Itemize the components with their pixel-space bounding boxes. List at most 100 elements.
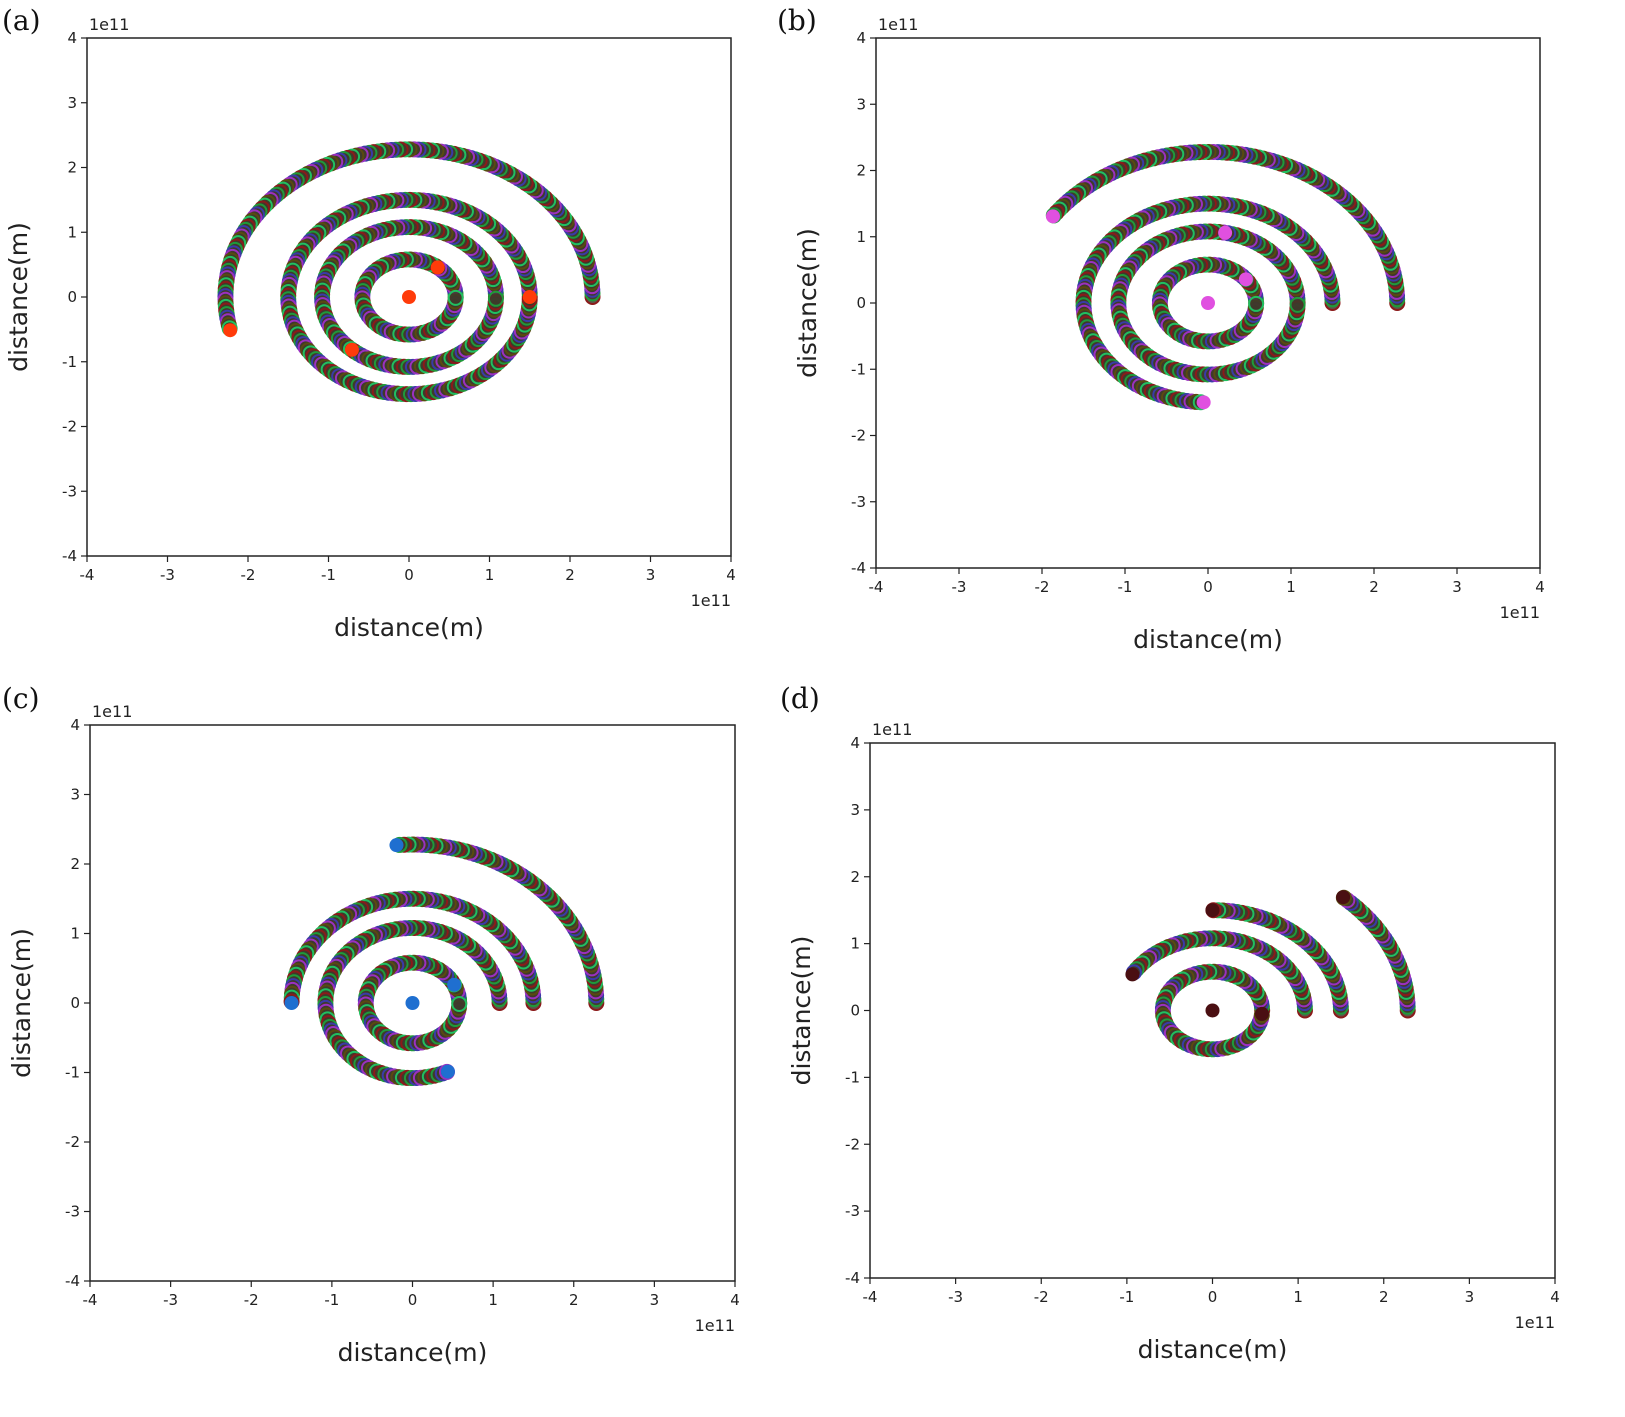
planet-marker — [1218, 225, 1233, 240]
x-tick-label: -4 — [863, 1288, 878, 1306]
x-tick-label: -1 — [321, 566, 336, 584]
x-tick-label: -2 — [1035, 578, 1050, 596]
body-star — [1205, 1003, 1220, 1018]
x-tick-label: 0 — [1203, 578, 1213, 596]
planet-marker — [389, 838, 404, 853]
x-tick-label: -3 — [948, 1288, 963, 1306]
x-tick-label: 4 — [1535, 578, 1545, 596]
planet-marker — [522, 290, 537, 304]
y-tick-label: 0 — [856, 294, 866, 312]
y-tick-label: -4 — [65, 1272, 80, 1290]
body-orbit-2 — [314, 219, 504, 375]
x-tick-label: 0 — [408, 1291, 418, 1309]
trail-marker — [451, 995, 468, 1012]
star-marker — [402, 290, 416, 304]
y-tick-label: 4 — [70, 716, 80, 734]
x-tick-label: 0 — [1208, 1288, 1218, 1306]
y-tick-label: 4 — [856, 29, 866, 47]
body-orbit-3 — [1205, 902, 1349, 1019]
y-tick-label: 3 — [70, 786, 80, 804]
x-tick-label: -1 — [324, 1291, 339, 1309]
panel-c: (c) -4-4 -3 -3 -2 -2 -1 -1 0 0 1 1 2 2 3 3 4 4 1e11 1e11 dis… — [2, 682, 740, 1367]
y-axis-label: distance(m) — [4, 222, 33, 372]
y-tick-label: -1 — [845, 1068, 860, 1086]
y-tick-label: 0 — [70, 994, 80, 1012]
y-tick-label: 1 — [67, 223, 77, 241]
y-tick-label: -3 — [62, 482, 77, 500]
y-offset-label: 1e11 — [878, 15, 918, 34]
x-offset-label: 1e11 — [695, 1316, 735, 1335]
y-tick-label: -3 — [845, 1202, 860, 1220]
y-tick-label: 1 — [850, 935, 860, 953]
x-axis-label: distance(m) — [334, 613, 484, 642]
star-marker — [1201, 296, 1215, 310]
x-tick-label: -4 — [869, 578, 884, 596]
x-axis-label: distance(m) — [1133, 625, 1283, 654]
body-star — [1201, 296, 1215, 310]
y-tick-label: -2 — [62, 418, 77, 436]
y-offset-label: 1e11 — [89, 15, 129, 34]
y-tick-label: 3 — [67, 94, 77, 112]
y-tick-label: -4 — [851, 559, 866, 577]
x-tick-label: 1 — [1286, 578, 1296, 596]
planet-marker — [1254, 1006, 1269, 1021]
planet-marker — [430, 260, 445, 275]
star-marker — [405, 996, 420, 1010]
trail-marker — [487, 290, 504, 307]
x-axis-label: distance(m) — [338, 1338, 488, 1367]
star-marker — [1205, 1003, 1220, 1018]
y-tick-label: 3 — [856, 95, 866, 113]
x-tick-label: 1 — [488, 1291, 498, 1309]
trail-marker — [1248, 295, 1265, 312]
panel-label: (b) — [777, 4, 817, 37]
x-axis-label: distance(m) — [1138, 1335, 1288, 1364]
x-tick-label: -4 — [80, 566, 95, 584]
body-orbit-1 — [1151, 256, 1265, 350]
x-tick-label: -3 — [163, 1291, 178, 1309]
x-tick-label: -1 — [1118, 578, 1133, 596]
body-orbit-2 — [317, 919, 508, 1087]
y-tick-label: 2 — [70, 855, 80, 873]
trail-marker — [447, 289, 464, 306]
x-tick-label: -3 — [952, 578, 967, 596]
body-orbit-2 — [1125, 930, 1313, 1019]
body-orbit-1 — [1154, 963, 1271, 1058]
body-orbit-4 — [217, 141, 601, 338]
planet-marker — [284, 996, 299, 1010]
panel-label: (a) — [2, 4, 41, 37]
x-tick-label: -2 — [1034, 1288, 1049, 1306]
body-orbit-3 — [283, 890, 542, 1011]
x-tick-label: 2 — [1379, 1288, 1389, 1306]
y-tick-label: -3 — [851, 493, 866, 511]
x-tick-label: 2 — [569, 1291, 579, 1309]
body-orbit-3 — [1075, 195, 1341, 411]
y-axis-label: distance(m) — [7, 928, 36, 1078]
planet-marker — [1045, 209, 1060, 224]
x-tick-label: 2 — [565, 566, 575, 584]
x-offset-label: 1e11 — [691, 591, 731, 610]
x-tick-label: -3 — [160, 566, 175, 584]
panel-label: (c) — [2, 682, 40, 715]
body-orbit-3 — [280, 191, 538, 403]
x-tick-label: 3 — [646, 566, 656, 584]
y-tick-label: 2 — [856, 162, 866, 180]
panel-label: (d) — [780, 682, 820, 715]
x-tick-label: 4 — [726, 566, 736, 584]
y-tick-label: -3 — [65, 1203, 80, 1221]
body-orbit-4 — [1335, 889, 1416, 1019]
planet-marker — [344, 342, 359, 357]
body-orbit-4 — [1045, 143, 1406, 311]
x-tick-label: 0 — [404, 566, 414, 584]
y-tick-label: -4 — [845, 1269, 860, 1287]
y-tick-label: -4 — [62, 547, 77, 565]
x-tick-label: 4 — [730, 1291, 740, 1309]
y-tick-label: -1 — [851, 360, 866, 378]
y-tick-label: 1 — [70, 925, 80, 943]
planet-marker — [1336, 890, 1351, 905]
panel-a: (a) -4-4 -3 -3 -2 -2 -1 -1 0 0 1 1 2 2 3 3 4 4 1e11 1e11 dis… — [2, 4, 736, 642]
body-orbit-1 — [354, 251, 464, 343]
y-tick-label: 2 — [67, 159, 77, 177]
x-offset-label: 1e11 — [1500, 603, 1540, 622]
y-offset-label: 1e11 — [872, 720, 912, 739]
planet-marker — [440, 1064, 455, 1079]
